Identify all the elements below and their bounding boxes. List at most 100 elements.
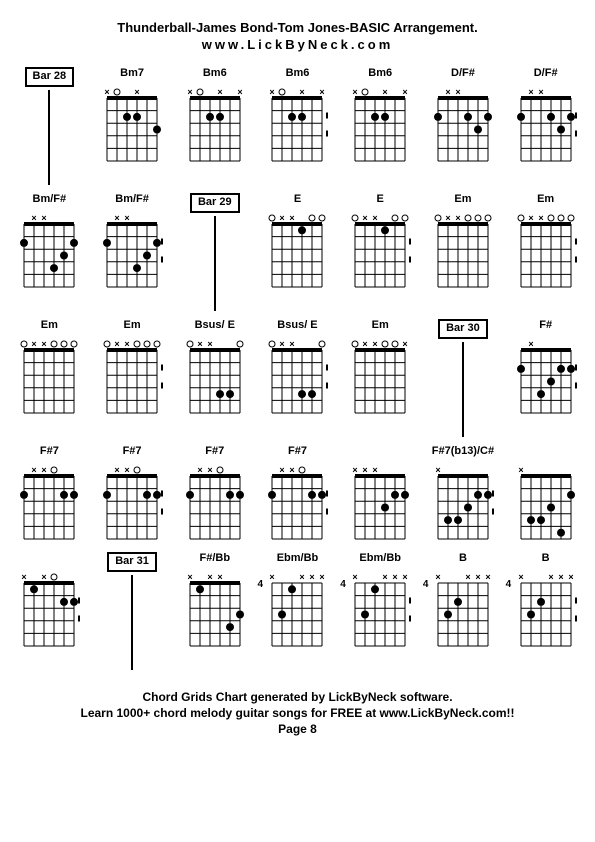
svg-text:×: × [114,339,119,349]
chord-grid-svg: ×× [516,212,576,292]
chord-grid-svg: ×× [19,571,79,651]
chord-grid-svg: ×× [267,464,327,544]
svg-text:×: × [124,465,129,475]
bar-label: Bar 31 [107,552,157,572]
svg-text:×: × [518,572,523,582]
chord-diagram: F#7×× [10,445,88,544]
chord-grid-svg: ××××4 [350,571,410,651]
chord-diagram: Em×× [93,319,171,437]
footer-line-1: Chord Grids Chart generated by LickByNec… [10,690,585,704]
chord-diagram: Em×× [10,319,88,437]
chord-grid-svg: ××××4 [516,571,576,651]
svg-text:×: × [280,213,285,223]
chord-diagram: D/F#×× [424,67,502,185]
chord-grid-svg: × × × [185,571,245,651]
svg-text:×: × [290,213,295,223]
svg-text:×: × [187,572,192,582]
phrase-mark-icon [573,362,579,395]
bar-label: Bar 29 [190,193,240,213]
chord-label: Em [537,193,554,209]
chord-label: E [294,193,301,209]
chord-grid-svg: ×× [185,464,245,544]
page-subtitle: www.LickByNeck.com [10,37,585,52]
svg-text:×: × [538,87,543,97]
svg-text:×: × [42,572,47,582]
chord-grid-svg: ×× [102,212,162,292]
phrase-mark-icon [573,236,579,269]
page-footer: Chord Grids Chart generated by LickByNec… [10,690,585,736]
chord-label: Ebm/Bb [277,552,319,568]
chord-grid-svg: ×× [516,86,576,166]
chord-diagram: F#/Bb × × × [176,552,254,670]
chord-diagram: Ebm/Bb ××××4 [341,552,419,670]
chord-label: Bm6 [286,67,310,83]
svg-text:×: × [465,572,470,582]
chord-diagram: Bm/F#×× [93,193,171,311]
svg-text:×: × [445,87,450,97]
svg-text:×: × [568,572,573,582]
svg-text:×: × [197,465,202,475]
svg-text:×: × [207,339,212,349]
svg-text:×: × [445,213,450,223]
chord-grid-svg: ××××4 [267,571,327,651]
svg-text:×: × [373,213,378,223]
svg-text:×: × [528,339,533,349]
bar-marker: Bar 28 [10,67,88,185]
chord-diagram: Bsus/ E×× [176,319,254,437]
chord-diagram: Bm6××× [258,67,336,185]
chord-label: Bsus/ E [195,319,235,335]
chord-grid-svg: ×× [19,212,79,292]
chord-label: Bm6 [368,67,392,83]
chord-diagram: F#7 ×× [176,445,254,544]
bar-separator [214,216,216,311]
svg-text:×: × [22,572,27,582]
footer-line-2: Learn 1000+ chord melody guitar songs fo… [10,706,585,720]
phrase-mark-icon [324,110,330,143]
chord-label: F#7 [288,445,307,461]
chord-label: Em [124,319,141,335]
svg-text:×: × [134,87,139,97]
phrase-mark-icon [76,595,82,628]
chord-label: F#/Bb [200,552,231,568]
chord-diagram: Em ×× [507,193,585,311]
svg-text:×: × [353,87,358,97]
chord-grid-svg: ×× [350,212,410,292]
chord-grid-svg: ×× [185,338,245,418]
svg-text:×: × [290,465,295,475]
chord-grid-svg: ×× [433,212,493,292]
svg-text:×: × [197,339,202,349]
bar-marker: Bar 30 [424,319,502,437]
bar-separator [48,90,50,185]
fret-number: 4 [257,579,263,590]
chord-label: Em [454,193,471,209]
chord-label: Bsus/ E [277,319,317,335]
chord-grid-svg: ×× [267,338,327,418]
svg-text:×: × [558,572,563,582]
phrase-mark-icon [573,110,579,143]
bar-label: Bar 30 [438,319,488,339]
chord-grid-svg: ×× [102,86,162,166]
svg-text:×: × [207,572,212,582]
chord-diagram: E × × [258,193,336,311]
chord-diagram: F#7×× [93,445,171,544]
chord-label: Ebm/Bb [359,552,401,568]
svg-text:×: × [104,87,109,97]
svg-text:×: × [290,339,295,349]
chord-diagram: ××× [341,445,419,544]
chord-grid-svg: × [516,338,576,418]
svg-text:×: × [485,572,490,582]
bar-separator [131,575,133,670]
chord-grid-svg: × [433,464,493,544]
svg-text:×: × [548,572,553,582]
chord-grid-svg: × [516,464,576,544]
svg-text:×: × [528,87,533,97]
footer-page: Page 8 [10,722,585,736]
chord-grid-svg: ×× [102,338,162,418]
chord-label: F#7(b13)/C# [432,445,494,461]
svg-text:×: × [124,339,129,349]
chord-grid-svg: ×× [19,338,79,418]
chord-diagram: × [507,445,585,544]
chord-diagram: Em××× [341,319,419,437]
chord-label: F#7 [205,445,224,461]
svg-text:×: × [217,572,222,582]
